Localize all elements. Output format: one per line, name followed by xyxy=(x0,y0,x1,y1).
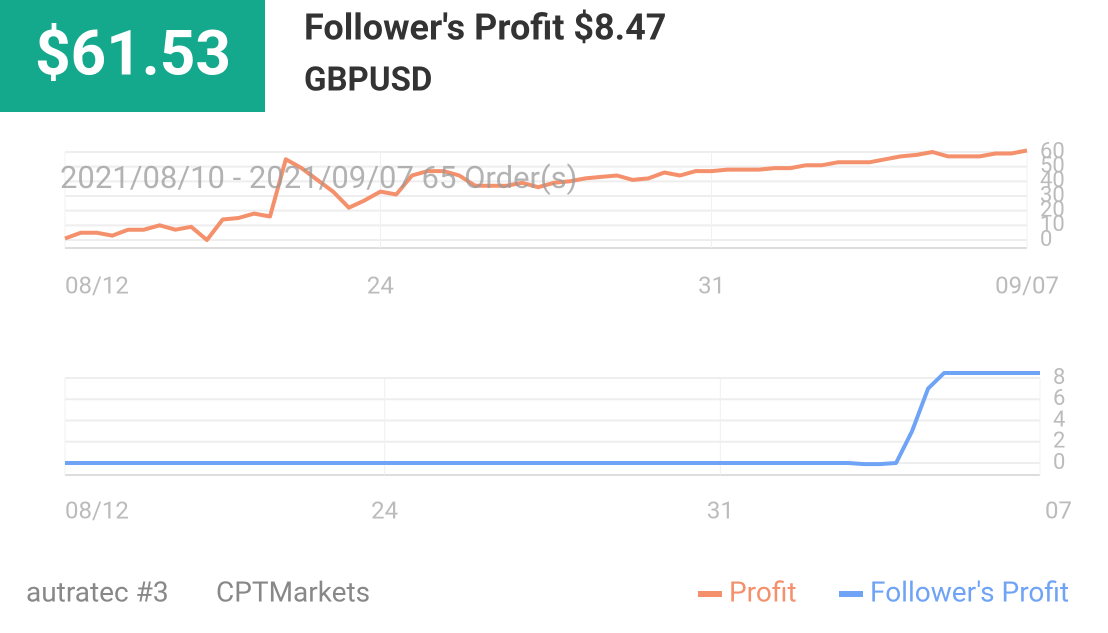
y-tick-label: 2 xyxy=(1053,429,1065,454)
y-tick-label: 0 xyxy=(1040,227,1052,252)
y-tick-label: 4 xyxy=(1053,407,1065,432)
legend-label[interactable]: Profit xyxy=(729,575,797,608)
x-tick-label: 31 xyxy=(707,496,734,524)
y-tick-label: 40 xyxy=(1040,168,1065,193)
x-tick-label: 31 xyxy=(698,271,725,299)
annotation: 2021/08/10 - 2021/09/07 65 Order(s) xyxy=(60,159,577,196)
series-line xyxy=(64,148,1028,242)
y-tick-label: 60 xyxy=(1040,139,1065,164)
badge xyxy=(0,0,265,112)
y-tick-label: 0 xyxy=(1053,450,1065,475)
badge-value: $61.53 xyxy=(35,17,231,90)
legend-label[interactable]: Follower's Profit xyxy=(870,575,1069,608)
series-line xyxy=(65,371,1040,467)
x-tick-label: 08/12 xyxy=(65,271,129,299)
y-tick-label: 50 xyxy=(1040,153,1065,178)
y-tick-label: 6 xyxy=(1053,386,1065,411)
x-tick-label: 24 xyxy=(367,271,394,299)
broker: CPTMarkets xyxy=(216,575,370,608)
x-tick-label: 24 xyxy=(371,496,398,524)
y-tick-label: 20 xyxy=(1040,197,1065,222)
title: Follower's Profit $8.47 xyxy=(304,7,666,49)
y-tick-label: 8 xyxy=(1053,365,1065,390)
y-tick-label: 10 xyxy=(1040,212,1065,237)
x-tick-label: 08/12 xyxy=(65,496,129,524)
x-tick-label: 07 xyxy=(1045,496,1072,524)
x-tick-label: 09/07 xyxy=(995,271,1059,299)
account: autratec #3 xyxy=(26,575,169,608)
y-tick-label: 30 xyxy=(1040,183,1065,208)
symbol: GBPUSD xyxy=(304,61,432,100)
